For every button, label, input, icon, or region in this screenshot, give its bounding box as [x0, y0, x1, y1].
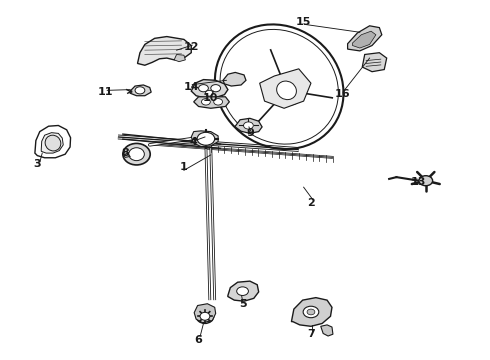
Polygon shape	[362, 53, 387, 72]
Ellipse shape	[129, 148, 145, 161]
Circle shape	[214, 99, 222, 105]
Ellipse shape	[197, 132, 215, 145]
Polygon shape	[228, 281, 259, 301]
Text: 1: 1	[180, 162, 188, 172]
Circle shape	[201, 99, 210, 105]
Polygon shape	[321, 325, 333, 336]
Polygon shape	[292, 298, 332, 326]
Text: 8: 8	[122, 148, 129, 158]
Ellipse shape	[270, 75, 304, 105]
Ellipse shape	[123, 143, 150, 165]
Polygon shape	[138, 37, 191, 65]
Circle shape	[198, 85, 208, 92]
Polygon shape	[223, 72, 246, 86]
Text: 2: 2	[307, 198, 315, 208]
Ellipse shape	[196, 309, 214, 323]
Polygon shape	[124, 152, 132, 157]
Text: 7: 7	[307, 329, 315, 339]
Text: 3: 3	[33, 159, 41, 169]
Polygon shape	[194, 304, 216, 323]
Text: 15: 15	[296, 17, 311, 27]
Text: 12: 12	[183, 42, 199, 52]
Circle shape	[237, 287, 248, 296]
Polygon shape	[194, 97, 229, 108]
Polygon shape	[191, 131, 218, 147]
Polygon shape	[35, 126, 71, 158]
Circle shape	[244, 122, 253, 129]
Ellipse shape	[200, 312, 210, 320]
Circle shape	[307, 309, 315, 315]
Ellipse shape	[419, 176, 433, 186]
Text: 16: 16	[335, 89, 350, 99]
Text: 10: 10	[203, 93, 219, 103]
Polygon shape	[352, 31, 376, 48]
Text: 5: 5	[239, 299, 246, 309]
Circle shape	[303, 306, 319, 318]
Polygon shape	[41, 133, 63, 153]
Text: 9: 9	[246, 129, 254, 138]
Circle shape	[205, 90, 213, 96]
Ellipse shape	[277, 81, 296, 100]
Text: 13: 13	[411, 177, 426, 187]
Polygon shape	[174, 54, 185, 62]
Text: 14: 14	[183, 82, 199, 92]
Text: 6: 6	[195, 334, 202, 345]
Polygon shape	[191, 80, 228, 98]
Circle shape	[211, 85, 220, 92]
Polygon shape	[235, 118, 262, 134]
Ellipse shape	[45, 135, 61, 151]
Text: 11: 11	[98, 87, 114, 97]
Circle shape	[135, 87, 145, 94]
Polygon shape	[347, 26, 382, 51]
Polygon shape	[130, 85, 151, 96]
Polygon shape	[260, 69, 311, 108]
Text: 4: 4	[190, 138, 197, 147]
